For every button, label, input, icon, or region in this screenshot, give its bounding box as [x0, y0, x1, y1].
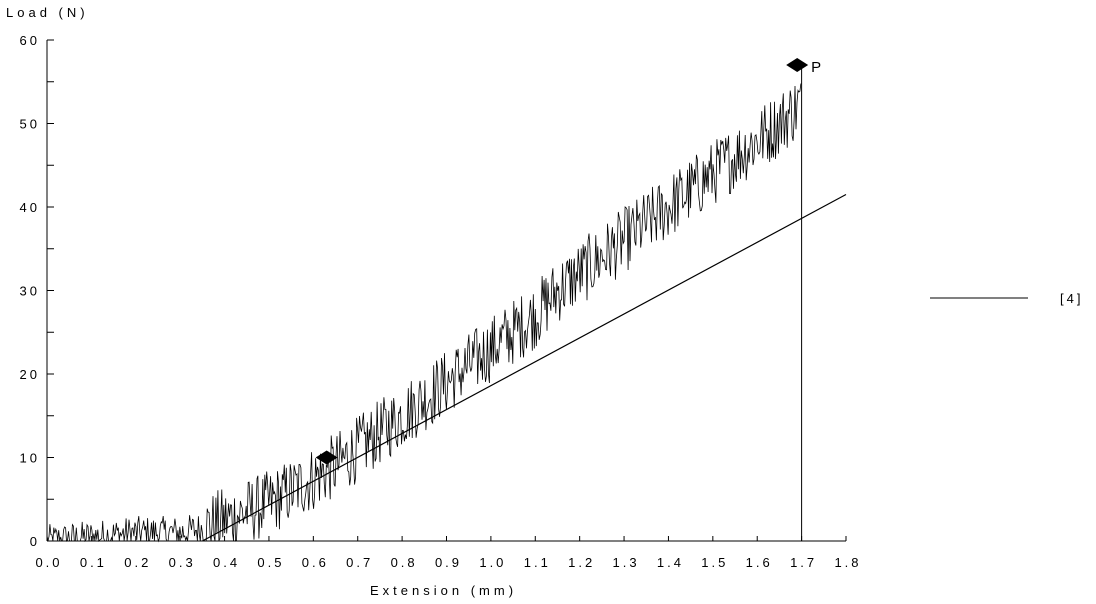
x-tick-label: 1.3 — [613, 555, 640, 570]
x-tick-label: 0.0 — [35, 555, 62, 570]
x-tick-label: 1.5 — [701, 555, 728, 570]
y-tick-label: 0 — [30, 534, 40, 549]
diamond-marker — [786, 58, 809, 73]
marker-label: P — [811, 59, 824, 76]
fit-line — [202, 193, 847, 542]
x-tick-label: 1.8 — [834, 555, 861, 570]
x-tick-label: 0.5 — [257, 555, 284, 570]
marker-layer: P — [315, 58, 824, 465]
x-tick-label: 0.6 — [302, 555, 329, 570]
y-tick-label: 10 — [20, 451, 40, 466]
x-tick-label: 1.2 — [568, 555, 595, 570]
diamond-marker — [315, 450, 338, 465]
x-tick-label: 0.4 — [213, 555, 240, 570]
y-tick-label: 30 — [20, 284, 40, 299]
y-tick-label: 40 — [20, 200, 40, 215]
measurement-curve — [46, 83, 802, 543]
x-tick-label: 1.6 — [746, 555, 773, 570]
x-tick-label: 0.8 — [391, 555, 418, 570]
x-tick-label: 0.3 — [169, 555, 196, 570]
x-tick-label: 0.9 — [435, 555, 462, 570]
x-tick-label: 1.1 — [524, 555, 551, 570]
y-tick-label: 60 — [20, 33, 40, 48]
series-layer — [46, 65, 847, 543]
y-tick-label: 20 — [20, 367, 40, 382]
x-axis-label: Extension (mm) — [370, 583, 517, 598]
y-tick-label: 50 — [20, 117, 40, 132]
x-tick-label: 0.2 — [124, 555, 151, 570]
x-tick-label: 1.0 — [479, 555, 506, 570]
legend: [4] — [930, 291, 1083, 306]
x-axis: 0.0 0.1 0.2 0.3 0.4 0.5 0.6 0.7 0.8 0.9 1.0 1.1 1.2 1… — [35, 536, 861, 570]
x-tick-label: 1.4 — [657, 555, 684, 570]
y-axis-label: Load (N) — [6, 5, 89, 20]
x-tick-label: 0.1 — [80, 555, 107, 570]
y-axis: 0 10 20 30 40 50 60 — [20, 33, 54, 549]
x-tick-label: 1.7 — [790, 555, 817, 570]
legend-label: [4] — [1060, 291, 1083, 306]
x-tick-label: 0.7 — [346, 555, 373, 570]
